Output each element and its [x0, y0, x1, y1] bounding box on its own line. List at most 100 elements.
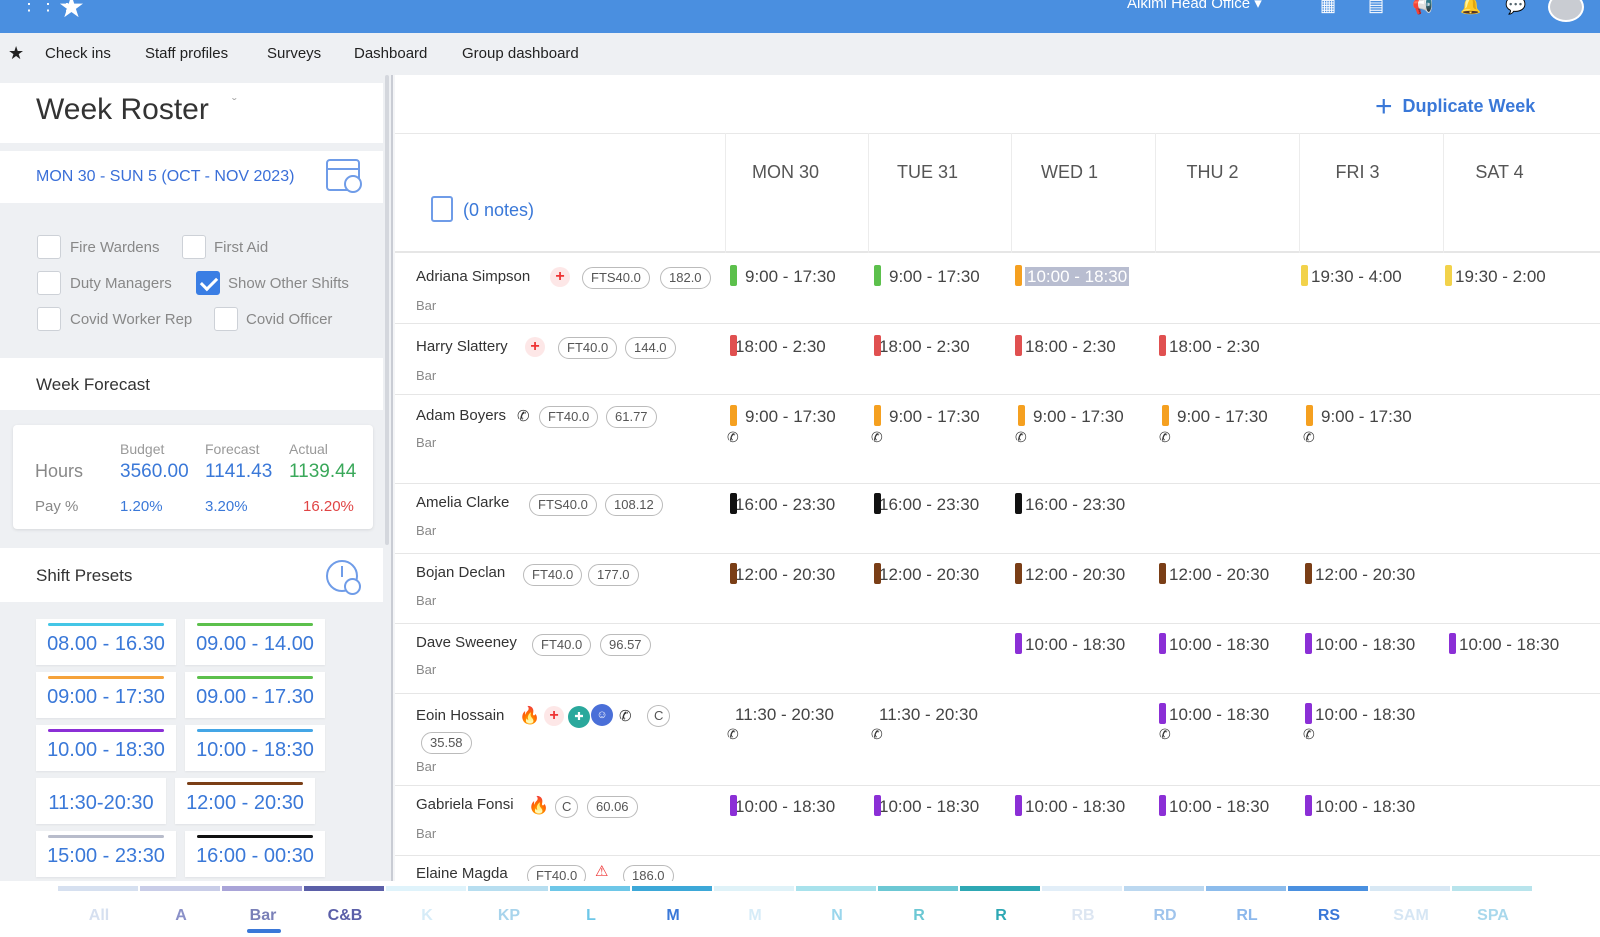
- shift-cell[interactable]: 9:00 - 17:30: [874, 405, 980, 427]
- employee-name[interactable]: Harry Slattery: [416, 338, 508, 355]
- shift-cell[interactable]: 19:30 - 2:00: [1445, 265, 1546, 287]
- shift-cell[interactable]: 18:00 - 2:30: [1159, 335, 1260, 357]
- office-selector[interactable]: Alkimi Head Office ▾: [1127, 0, 1262, 12]
- tab-k[interactable]: K: [421, 907, 433, 924]
- day-header-fri[interactable]: FRI 3: [1335, 162, 1380, 182]
- day-header-thu[interactable]: THU 2: [1186, 162, 1239, 182]
- shift-cell[interactable]: 10:00 - 18:30: [1159, 795, 1269, 817]
- shift-cell[interactable]: 18:00 - 2:30: [1015, 335, 1116, 357]
- filter-show-other-shifts-checkbox[interactable]: [196, 271, 220, 295]
- star-icon[interactable]: ★: [8, 43, 25, 63]
- shift-cell[interactable]: 12:00 - 20:30: [1159, 563, 1269, 585]
- filter-fire-wardens-checkbox[interactable]: [37, 235, 61, 259]
- shift-cell[interactable]: 11:30 - 20:30: [735, 705, 834, 724]
- shift-cell[interactable]: 10:00 - 18:30: [1305, 703, 1415, 725]
- employee-name[interactable]: Adam Boyers: [416, 407, 507, 424]
- tab-r[interactable]: R: [995, 907, 1007, 924]
- shift-cell[interactable]: 10:00 - 18:30: [1159, 703, 1269, 725]
- shift-cell[interactable]: 18:00 - 2:30: [730, 335, 826, 357]
- preset-1130-2030[interactable]: 11:30-20:30: [36, 778, 166, 824]
- shift-cell[interactable]: 10:00 - 18:30: [1015, 633, 1125, 655]
- day-header-wed[interactable]: WED 1: [1040, 162, 1098, 182]
- tab-a[interactable]: A: [175, 907, 187, 924]
- preset-1500-2330[interactable]: 15:00 - 23:30: [36, 831, 176, 877]
- tab-spa[interactable]: SPA: [1477, 907, 1509, 924]
- day-header-tue[interactable]: TUE 31: [896, 162, 959, 182]
- logo[interactable]: ★: [58, 0, 85, 24]
- preset-1600-0030[interactable]: 16:00 - 00:30: [185, 831, 325, 877]
- shift-cell[interactable]: 16:00 - 23:30: [874, 493, 979, 515]
- shift-cell[interactable]: 10:00 - 18:30: [1015, 795, 1125, 817]
- avatar[interactable]: [1548, 0, 1584, 22]
- left-panel-scrollbar[interactable]: [385, 75, 389, 545]
- nav-group-dashboard[interactable]: Group dashboard: [462, 45, 579, 62]
- employee-name[interactable]: Eoin Hossain: [416, 707, 505, 724]
- tab-all[interactable]: All: [88, 907, 110, 924]
- date-range[interactable]: MON 30 - SUN 5 (OCT - NOV 2023): [36, 168, 295, 185]
- employee-name[interactable]: Bojan Declan: [416, 564, 506, 581]
- shift-cell[interactable]: 19:30 - 4:00: [1301, 265, 1402, 287]
- shift-cell[interactable]: 10:00 - 18:30: [1305, 795, 1415, 817]
- shift-cell[interactable]: 16:00 - 23:30: [1015, 493, 1125, 515]
- employee-name[interactable]: Amelia Clarke: [416, 494, 510, 511]
- shift-cell[interactable]: 9:00 - 17:30: [730, 265, 836, 287]
- shift-cell[interactable]: 12:00 - 20:30: [730, 563, 835, 585]
- duplicate-week-button[interactable]: + Duplicate Week: [1375, 90, 1535, 124]
- employee-name[interactable]: Gabriela Fonsi: [416, 796, 514, 813]
- tab-rb[interactable]: RB: [1071, 907, 1095, 924]
- shift-cell[interactable]: 10:00 - 18:30: [874, 795, 979, 817]
- tab-rs[interactable]: RS: [1317, 907, 1341, 924]
- apps-grid-icon[interactable]: ⋮⋮⋮: [20, 0, 77, 14]
- newspaper-icon[interactable]: ▤: [1368, 0, 1385, 15]
- shift-cell[interactable]: 9:00 - 17:30: [730, 405, 836, 427]
- shift-cell[interactable]: 10:00 - 18:30: [1449, 633, 1559, 655]
- shift-cell[interactable]: 12:00 - 20:30: [874, 563, 979, 585]
- shift-cell-selected[interactable]: 10:00 - 18:30: [1015, 265, 1130, 287]
- employee-name[interactable]: Adriana Simpson: [416, 268, 531, 285]
- tab-rl[interactable]: RL: [1236, 907, 1258, 924]
- calendar-icon[interactable]: ▦: [1320, 0, 1337, 15]
- day-header-mon[interactable]: MON 30: [751, 162, 820, 182]
- shift-cell[interactable]: 10:00 - 18:30: [730, 795, 835, 817]
- tab-cb[interactable]: C&B: [327, 907, 363, 924]
- title-caret-icon[interactable]: ˇ: [232, 95, 237, 111]
- tab-r[interactable]: R: [913, 907, 925, 924]
- shift-cell[interactable]: 9:00 - 17:30: [1162, 405, 1268, 427]
- tab-kp[interactable]: KP: [497, 907, 521, 924]
- preset-0900-1400[interactable]: 09.00 - 14.00: [185, 619, 325, 665]
- shift-cell[interactable]: 18:00 - 2:30: [874, 335, 970, 357]
- shift-cell[interactable]: 9:00 - 17:30: [1306, 405, 1412, 427]
- tab-n[interactable]: N: [831, 907, 843, 924]
- filter-covid-officer-checkbox[interactable]: [214, 307, 238, 331]
- shift-cell[interactable]: 9:00 - 17:30: [874, 265, 980, 287]
- chat-icon[interactable]: 💬: [1505, 0, 1527, 15]
- preset-1000-1830-blue[interactable]: 10:00 - 18:30: [185, 725, 325, 771]
- tab-l[interactable]: L: [586, 907, 596, 924]
- employee-name[interactable]: Dave Sweeney: [416, 634, 517, 651]
- nav-dashboard[interactable]: Dashboard: [354, 45, 428, 62]
- shift-cell[interactable]: 11:30 - 20:30: [879, 705, 978, 724]
- tab-rd[interactable]: RD: [1153, 907, 1177, 924]
- shift-cell[interactable]: 12:00 - 20:30: [1015, 563, 1125, 585]
- tab-m[interactable]: M: [666, 907, 680, 924]
- preset-1000-1830-purple[interactable]: 10.00 - 18:30: [36, 725, 176, 771]
- nav-check-ins[interactable]: Check ins: [45, 45, 111, 62]
- preset-1200-2030[interactable]: 12:00 - 20:30: [175, 778, 315, 824]
- filter-first-aid-checkbox[interactable]: [182, 235, 206, 259]
- megaphone-icon[interactable]: 📢: [1412, 0, 1434, 15]
- employee-name[interactable]: Elaine Magda: [416, 865, 508, 881]
- shift-cell[interactable]: 9:00 - 17:30: [1018, 405, 1124, 427]
- tab-m[interactable]: M: [748, 907, 762, 924]
- shift-cell[interactable]: 16:00 - 23:30: [730, 493, 835, 515]
- calendar-picker-icon[interactable]: [326, 159, 362, 193]
- filter-covid-worker-rep-checkbox[interactable]: [37, 307, 61, 331]
- notes-button[interactable]: (0 notes): [431, 196, 534, 222]
- shift-cell[interactable]: 12:00 - 20:30: [1305, 563, 1415, 585]
- nav-staff-profiles[interactable]: Staff profiles: [145, 45, 229, 62]
- nav-surveys[interactable]: Surveys: [267, 45, 322, 62]
- shift-cell[interactable]: 10:00 - 18:30: [1305, 633, 1415, 655]
- day-header-sat[interactable]: SAT 4: [1475, 162, 1524, 182]
- filter-duty-managers-checkbox[interactable]: [37, 271, 61, 295]
- preset-0800-1630[interactable]: 08.00 - 16.30: [36, 619, 176, 665]
- shift-cell[interactable]: 10:00 - 18:30: [1159, 633, 1269, 655]
